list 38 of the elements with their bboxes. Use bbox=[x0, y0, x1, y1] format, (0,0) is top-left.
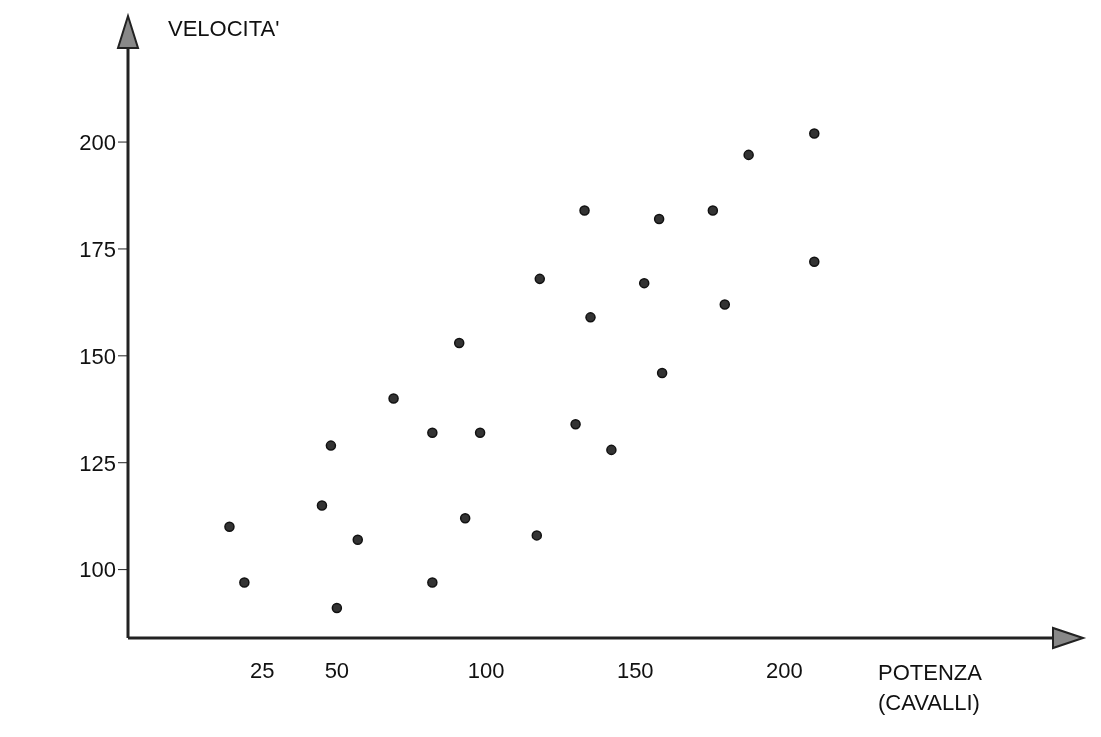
point bbox=[638, 277, 650, 289]
point bbox=[534, 273, 546, 285]
point bbox=[239, 577, 250, 588]
point bbox=[459, 513, 471, 524]
point bbox=[606, 444, 617, 456]
y-tick-label: 175 bbox=[79, 236, 116, 262]
y-tick-label: 100 bbox=[79, 557, 116, 583]
point bbox=[325, 440, 337, 451]
y-tick-label: 200 bbox=[79, 129, 116, 155]
point bbox=[570, 418, 581, 430]
point bbox=[224, 521, 235, 533]
point bbox=[579, 205, 590, 216]
x-tick-label: 50 bbox=[324, 657, 350, 683]
point bbox=[474, 427, 486, 439]
x-tick-label: 200 bbox=[766, 657, 803, 683]
point bbox=[743, 149, 754, 161]
point bbox=[656, 367, 668, 379]
point bbox=[388, 393, 399, 404]
y-tick-label: 125 bbox=[79, 450, 116, 476]
point bbox=[809, 128, 820, 139]
point bbox=[585, 312, 596, 323]
point bbox=[707, 205, 719, 216]
x-tick-label: 100 bbox=[467, 657, 505, 683]
point bbox=[316, 500, 328, 511]
point bbox=[719, 299, 731, 310]
point bbox=[453, 337, 465, 349]
x-tick-label: 25 bbox=[250, 657, 275, 683]
y-tick-label: 150 bbox=[79, 343, 116, 369]
point bbox=[653, 213, 665, 225]
point bbox=[427, 577, 438, 588]
x-axis-title: POTENZA (CAVALLI) bbox=[878, 659, 983, 717]
point bbox=[352, 534, 364, 545]
point bbox=[809, 256, 820, 268]
point bbox=[427, 427, 438, 439]
y-axis-title: VELOCITA' bbox=[168, 16, 280, 42]
point bbox=[531, 530, 543, 541]
point bbox=[331, 602, 343, 614]
x-tick-label: 150 bbox=[616, 657, 654, 683]
